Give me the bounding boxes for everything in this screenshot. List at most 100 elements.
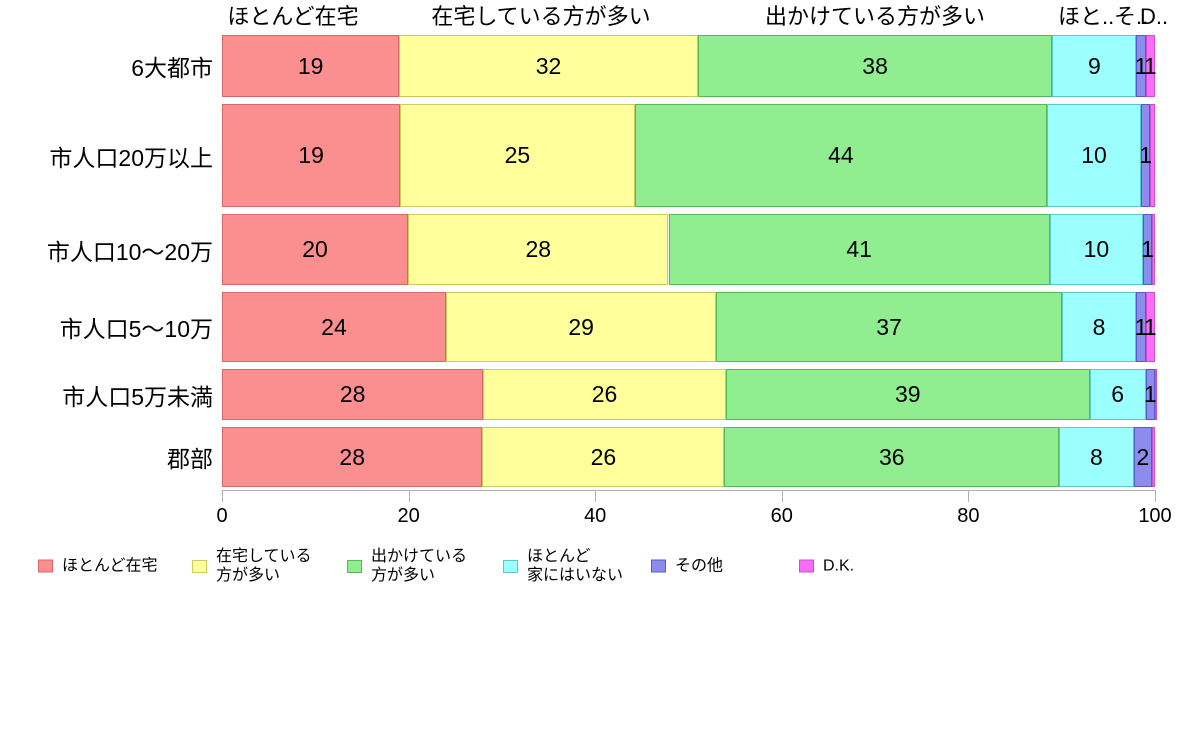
bar-segment-3-5: 1	[1143, 292, 1157, 362]
bar-segment-0-2: 38	[697, 35, 1053, 97]
bar-segment-1-0: 19	[222, 104, 401, 207]
bar-segment-4-5	[1155, 369, 1157, 420]
bar-segment-5-1: 26	[482, 427, 725, 487]
bar-value-label: 1	[1143, 381, 1157, 407]
bar-value-label: 37	[876, 313, 902, 340]
column-header-0: ほとんど在宅	[227, 4, 359, 29]
bar-value-label: 19	[298, 142, 324, 168]
bar-segment-4-1: 26	[483, 369, 726, 420]
column-header-3: ほと..	[1058, 4, 1115, 29]
bar-segment-3-4: 1	[1134, 292, 1148, 362]
bar-value-label: 1	[1139, 142, 1153, 168]
bar-segment-5-2: 36	[724, 427, 1060, 487]
category-label-5: 郡部	[167, 446, 213, 472]
category-label-1: 市人口20万以上	[49, 144, 213, 171]
bar-value-label: 10	[1083, 236, 1110, 262]
legend-item-2: 出かけている 方が多い	[347, 547, 467, 585]
bar-value-label: 1	[1143, 313, 1157, 340]
bar-value-label: 19	[297, 52, 324, 79]
bar-segment-3-3: 8	[1061, 292, 1137, 362]
bar-value-label: 28	[339, 443, 366, 470]
legend-label-4: その他	[675, 557, 724, 575]
bar-segment-2-5	[1152, 214, 1155, 285]
x-tick-label-0: 0	[216, 505, 228, 527]
bar-segment-1-3: 10	[1047, 104, 1141, 207]
column-header-1: 在宅している方が多い	[431, 4, 651, 29]
bar-segment-0-4: 1	[1134, 35, 1148, 97]
x-tick-label-3: 60	[770, 505, 793, 527]
category-label-0: 6大都市	[131, 55, 213, 81]
bar-segment-2-3: 10	[1049, 214, 1143, 285]
bar-segment-1-4: 1	[1139, 104, 1153, 207]
x-tick-label-2: 40	[584, 505, 607, 527]
column-header-5: D..	[1140, 4, 1169, 29]
bar-value-label: 28	[339, 381, 366, 407]
legend-swatch-2	[347, 559, 362, 573]
bar-row-4: 28 26 39 6 1	[222, 369, 1157, 420]
bar-value-label: 8	[1092, 313, 1106, 340]
bar-value-label: 2	[1136, 443, 1150, 470]
bar-segment-0-1: 32	[399, 35, 698, 97]
bar-segment-3-1: 29	[445, 292, 717, 362]
bar-value-label: 9	[1087, 52, 1101, 79]
bar-segment-4-0: 28	[222, 369, 484, 420]
x-tick-mark-1	[408, 490, 410, 502]
bar-segment-5-0: 28	[222, 427, 483, 487]
bar-segment-1-2: 44	[634, 104, 1048, 207]
column-header-4: そ..	[1114, 4, 1149, 29]
legend-swatch-5	[799, 559, 814, 573]
category-label-3: 市人口5〜10万	[59, 316, 213, 342]
x-tick-mark-0	[222, 490, 223, 502]
bar-row-1: 19 25 44 10 1	[222, 104, 1155, 207]
x-tick-mark-2	[595, 490, 597, 502]
bar-value-label: 1	[1134, 313, 1148, 340]
x-axis-line	[222, 490, 1156, 491]
bar-value-label: 24	[321, 313, 347, 340]
bar-row-3: 24 29 37 8 1 1	[222, 292, 1157, 362]
x-tick-label-1: 20	[397, 505, 420, 527]
column-header-2: 出かけている方が多い	[764, 4, 986, 29]
bar-segment-0-3: 9	[1052, 35, 1137, 97]
x-tick-label-5: 100	[1138, 505, 1172, 527]
bar-segment-4-3: 6	[1089, 369, 1146, 420]
bar-value-label: 10	[1081, 142, 1107, 168]
bar-segment-2-0: 20	[222, 214, 409, 285]
bar-value-label: 32	[535, 52, 562, 79]
bar-value-label: 1	[1134, 52, 1148, 79]
bar-value-label: 26	[591, 381, 618, 407]
bar-value-label: 29	[568, 313, 594, 340]
category-label-2: 市人口10〜20万	[46, 238, 213, 265]
bar-value-label: 36	[878, 443, 905, 470]
bar-segment-5-5	[1152, 427, 1155, 487]
legend-swatch-0	[38, 559, 53, 573]
x-tick-mark-4	[968, 490, 970, 502]
bar-segment-2-2: 41	[668, 214, 1050, 285]
bar-segment-3-2: 37	[716, 292, 1062, 362]
bar-value-label: 20	[302, 236, 328, 262]
legend-swatch-4	[651, 559, 666, 573]
bar-segment-1-5	[1150, 104, 1155, 207]
bar-row-5: 28 26 36 8 2	[222, 427, 1155, 487]
legend-item-1: 在宅している 方が多い	[192, 547, 312, 585]
bar-value-label: 41	[846, 236, 872, 262]
legend-swatch-1	[192, 559, 207, 573]
legend-label-3: ほとんど 家にはいない	[527, 548, 624, 584]
bar-value-label: 6	[1111, 381, 1125, 407]
bar-segment-4-4: 1	[1143, 369, 1157, 420]
x-tick-mark-3	[781, 490, 783, 502]
bar-value-label: 28	[525, 236, 552, 262]
category-label-4: 市人口5万未満	[62, 383, 213, 410]
bar-value-label: 38	[862, 52, 888, 79]
legend-item-4: その他	[651, 557, 723, 576]
legend-label-1: 在宅している 方が多い	[216, 548, 312, 584]
bar-value-label: 25	[504, 142, 531, 168]
x-tick-mark-5	[1155, 490, 1156, 502]
legend-item-3: ほとんど 家にはいない	[503, 547, 623, 585]
bar-segment-2-1: 28	[408, 214, 669, 285]
bar-value-label: 1	[1143, 52, 1157, 79]
bar-row-2: 20 28 41 10 1	[222, 214, 1155, 285]
legend-label-0: ほとんど在宅	[62, 557, 158, 575]
bar-segment-1-1: 25	[400, 104, 635, 207]
bar-segment-3-0: 24	[222, 292, 446, 362]
